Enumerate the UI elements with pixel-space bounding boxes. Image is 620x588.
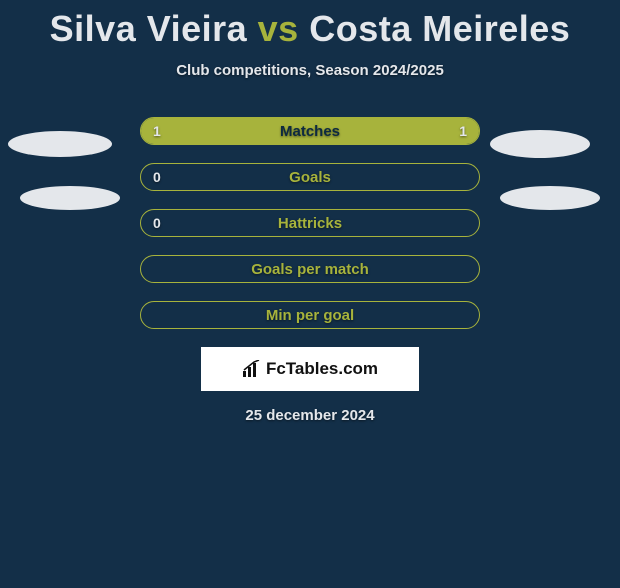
stat-row: 0 Hattricks [140,209,480,237]
player2-name: Costa Meireles [309,8,570,49]
chart-icon [242,360,262,378]
stat-value-left: 0 [153,169,161,185]
stat-label: Matches [280,123,340,140]
vs-text: vs [258,8,299,49]
stat-row: 1 1 Matches [140,117,480,145]
avatar-ellipse [20,186,120,210]
page-title: Silva Vieira vs Costa Meireles [0,8,620,50]
stat-row: Goals per match [140,255,480,283]
brand-box[interactable]: FcTables.com [201,347,419,391]
avatar-ellipse [500,186,600,210]
brand-label: FcTables.com [266,359,378,379]
stat-row: Min per goal [140,301,480,329]
subtitle: Club competitions, Season 2024/2025 [0,62,620,79]
stat-value-left: 0 [153,215,161,231]
stat-row: 0 Goals [140,163,480,191]
stat-value-right: 1 [459,123,467,139]
stat-label: Goals [289,169,331,186]
avatar-ellipse [8,131,112,157]
stat-label: Hattricks [278,215,342,232]
avatar-ellipse [490,130,590,158]
stat-value-left: 1 [153,123,161,139]
brand-text: FcTables.com [242,359,378,379]
stat-label: Goals per match [251,261,369,278]
date-text: 25 december 2024 [0,407,620,424]
stat-label: Min per goal [266,307,354,324]
player1-name: Silva Vieira [50,8,247,49]
